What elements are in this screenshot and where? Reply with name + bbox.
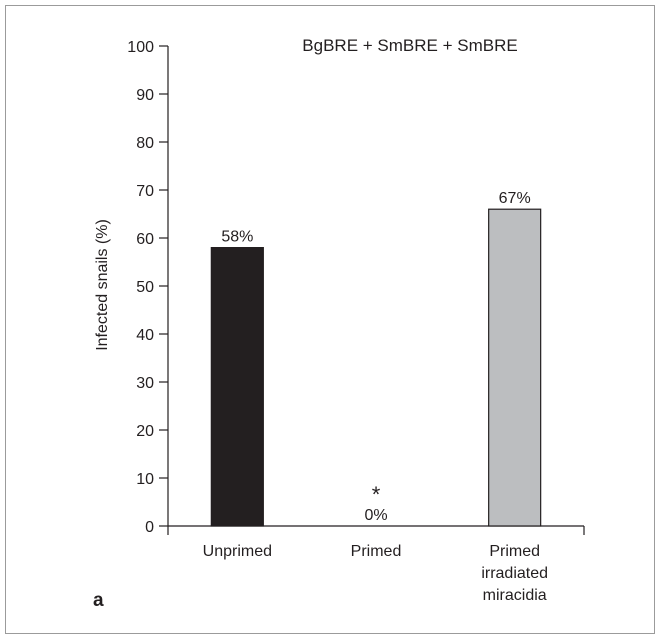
data-label: 0% [364,507,387,524]
chart-title: BgBRE + SmBRE + SmBRE [302,36,517,55]
y-tick-label: 70 [136,183,154,200]
y-tick-label: 40 [136,327,154,344]
bars [210,208,542,527]
y-tick-label: 50 [136,279,154,296]
axes: 0 10 20 30 40 50 60 70 80 90 100 Unprimed Primed Prim… [127,39,585,604]
x-tick-label: irradiated [481,565,548,582]
panel-label: a [93,590,104,611]
x-tick-label: Unprimed [203,543,272,560]
x-tick-label: Primed [351,543,402,560]
x-tick-label: miracidia [483,587,547,604]
y-axis-label: Infected snails (%) [94,219,111,351]
y-tick-label: 10 [136,471,154,488]
y-tick-label: 0 [145,519,154,536]
data-label: 58% [221,229,253,246]
figure-frame [5,5,655,634]
bar [488,208,542,527]
y-tick-label: 90 [136,87,154,104]
data-labels: 58% 0%* 67% [221,190,530,524]
bar [210,247,264,527]
y-tick-label: 60 [136,231,154,248]
significance-marker: * [372,482,381,507]
y-tick-label: 20 [136,423,154,440]
y-tick-label: 30 [136,375,154,392]
y-tick-label: 100 [127,39,154,56]
x-tick-label: Primed [489,543,540,560]
data-label: 67% [499,190,531,207]
y-tick-label: 80 [136,135,154,152]
